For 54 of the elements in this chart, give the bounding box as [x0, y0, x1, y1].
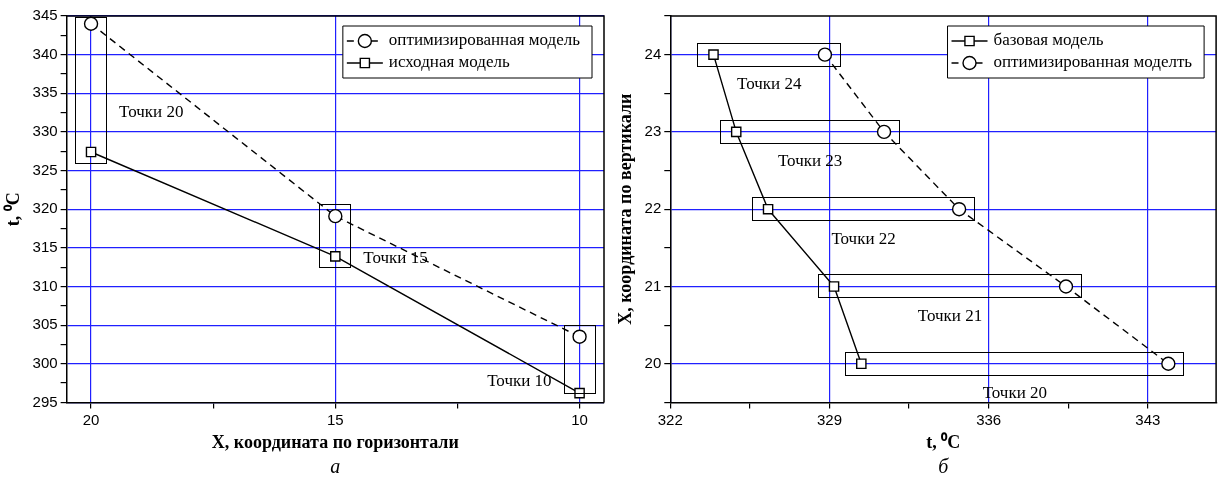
annotation: Точки 21 [917, 305, 983, 325]
annotation: Точки 10 [487, 371, 552, 391]
point [83, 16, 99, 31]
point [330, 251, 341, 262]
point [817, 47, 833, 62]
y-tick-label: 23 [644, 122, 662, 140]
point [762, 203, 774, 215]
x-tick-label: 329 [816, 410, 842, 428]
point [876, 124, 892, 140]
point [951, 202, 967, 217]
y-tick-label: 315 [32, 237, 58, 255]
y-tick-label: 320 [32, 199, 58, 217]
legend-label: оптимизированная модель [388, 30, 581, 50]
x-tick-label: 343 [1135, 410, 1161, 428]
point [572, 329, 587, 344]
y-tick-label: 24 [644, 44, 662, 62]
y-tick-label: 325 [32, 160, 58, 178]
point [1058, 279, 1074, 294]
x-tick-label: 20 [82, 410, 100, 428]
y-tick-label: 345 [32, 6, 58, 24]
annotation: Точки 22 [831, 228, 896, 248]
x-tick-label: 336 [976, 410, 1002, 428]
legend-label: базовая модель [993, 30, 1104, 50]
y-tick-label: 330 [32, 122, 58, 140]
annotation: Точки 20 [119, 101, 184, 121]
point [1161, 356, 1176, 371]
x-axis-title: X, координата по горизонтали [211, 431, 459, 452]
y-tick-label: 310 [32, 276, 58, 294]
point [730, 126, 742, 138]
point [828, 281, 840, 292]
y-axis-title: X, координата по вертикали [615, 93, 636, 325]
y-tick-label: 20 [644, 353, 662, 371]
text: б [938, 455, 950, 478]
point [856, 358, 867, 370]
y-tick-label: 340 [32, 44, 58, 62]
point [708, 49, 719, 60]
x-tick-label: 10 [571, 410, 588, 428]
y-tick-label: 305 [32, 315, 58, 333]
text: а [330, 455, 341, 478]
y-tick-label: 300 [32, 353, 58, 371]
y-axis-title: t, ⁰C [3, 192, 24, 227]
point [574, 387, 585, 399]
legend-label: исходная модель [388, 52, 510, 72]
point [328, 208, 343, 224]
y-tick-label: 335 [32, 83, 58, 101]
y-tick-label: 21 [644, 276, 662, 294]
x-axis-title: t, ⁰C [926, 431, 961, 452]
legend-label: оптимизированная моделть [993, 52, 1193, 72]
y-tick-label: 295 [32, 392, 58, 410]
y-tick-label: 22 [644, 199, 662, 217]
x-tick-label: 322 [657, 410, 683, 428]
annotation: Точки 24 [737, 74, 802, 94]
point [85, 146, 97, 158]
x-tick-label: 15 [326, 410, 344, 428]
